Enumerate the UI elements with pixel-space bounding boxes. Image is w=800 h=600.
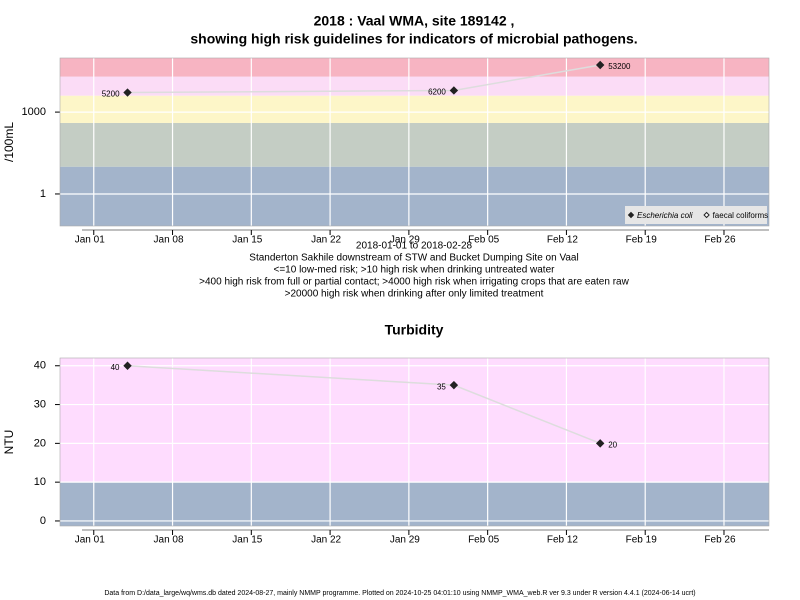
risk-band (60, 58, 769, 77)
x-tick-label: Feb 12 (547, 535, 579, 546)
legend-label: faecal coliforms (713, 211, 769, 220)
risk-band (60, 95, 769, 123)
data-label: 40 (111, 363, 120, 372)
x-tick-label: Jan 01 (75, 535, 105, 546)
chart-title: Turbidity (385, 322, 444, 338)
risk-band (60, 122, 769, 167)
x-tick-label: Feb 12 (547, 235, 579, 246)
x-tick-label: Feb 26 (704, 535, 736, 546)
x-tick-label: Jan 01 (75, 235, 105, 246)
point (449, 380, 459, 390)
x-tick-label: Feb 26 (704, 235, 736, 246)
chart-title: 2018 : Vaal WMA, site 189142 , (314, 13, 515, 29)
point (123, 88, 132, 97)
y-tick-label: 40 (34, 360, 46, 372)
x-tick-label: Jan 22 (311, 535, 341, 546)
legend-marker (627, 211, 635, 219)
plot-frame (59, 57, 770, 227)
point (449, 86, 459, 95)
y-tick-label: 10 (34, 476, 46, 488)
y-tick-label: 1 (40, 188, 46, 200)
y-tick-label: 0 (40, 515, 46, 527)
data-label: 5200 (102, 90, 120, 99)
x-tick-label: Jan 29 (390, 535, 420, 546)
x-tick-label: Jan 08 (154, 535, 184, 546)
x-axis-label: 2018-01-01 to 2018-02-28 (356, 241, 473, 252)
legend-label: Escherichia coli (637, 211, 693, 220)
risk-band (60, 358, 769, 483)
note: >400 high risk from full or partial cont… (199, 277, 629, 288)
y-tick-label: 1000 (22, 106, 46, 118)
legend-marker (703, 211, 710, 219)
x-tick-label: Jan 29 (390, 235, 420, 246)
data-label: 53200 (608, 62, 631, 71)
data-label: 35 (437, 382, 446, 391)
y-axis-label: NTU (2, 430, 16, 455)
x-tick-label: Jan 22 (311, 235, 341, 246)
data-label: 6200 (428, 88, 446, 97)
x-tick-label: Jan 15 (232, 235, 262, 246)
x-tick-label: Feb 05 (468, 235, 500, 246)
x-tick-label: Jan 08 (154, 235, 184, 246)
risk-band (60, 482, 769, 526)
y-axis-label: /100mL (2, 122, 16, 162)
risk-band (60, 76, 769, 96)
x-tick-label: Feb 19 (626, 535, 658, 546)
note: >20000 high risk when drinking after onl… (285, 289, 544, 300)
note: Standerton Sakhile downstream of STW and… (249, 253, 578, 264)
x-tick-label: Feb 05 (468, 535, 500, 546)
point (595, 60, 605, 70)
point (595, 439, 605, 448)
point (123, 361, 132, 370)
note: <=10 low-med risk; >10 high risk when dr… (274, 265, 556, 276)
plot-frame (59, 357, 770, 527)
footer: Data from D:/data_large/wq/wms.db dated … (104, 590, 695, 597)
legend-box (625, 206, 767, 224)
y-tick-label: 30 (34, 398, 46, 410)
x-tick-label: Feb 19 (626, 235, 658, 246)
y-tick-label: 20 (34, 437, 46, 449)
x-tick-label: Jan 15 (232, 535, 262, 546)
chart-title: showing high risk guidelines for indicat… (190, 31, 637, 47)
data-label: 20 (608, 440, 617, 449)
